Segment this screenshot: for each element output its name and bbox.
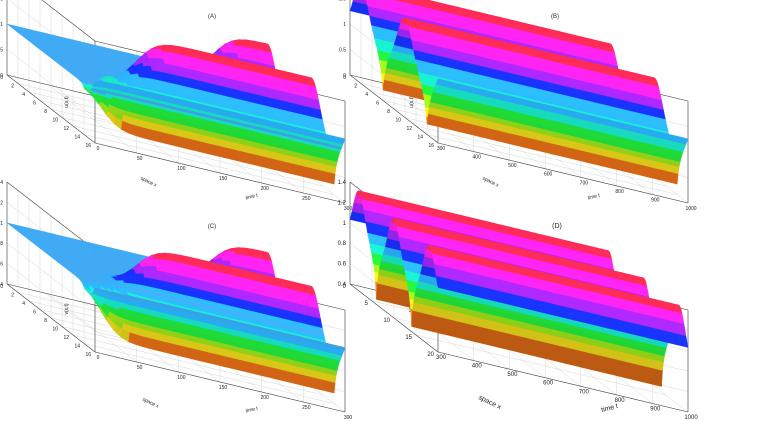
surface-patch: [253, 153, 262, 167]
surface-patch: [238, 150, 248, 164]
panel-a-zlabel: u(x,t): [64, 96, 70, 108]
panel-a-surface: [6, 23, 346, 185]
surface-patch: [260, 155, 270, 169]
surface-patch: [282, 161, 292, 174]
surface-patch: [216, 145, 226, 158]
surface-patch: [275, 159, 285, 172]
panel-a: (A) u(x,t) time t space x 00.511.5205010…: [0, 0, 352, 212]
x-tick-label: 100: [177, 166, 186, 172]
surface-patch: [150, 129, 160, 142]
surface-patch: [201, 141, 211, 155]
surface-patch: [186, 138, 196, 151]
y-tick-label: 12: [63, 126, 69, 132]
surface-patch: [221, 52, 231, 58]
surface-patch: [136, 69, 146, 75]
x-tick-label: 250: [302, 196, 311, 202]
surface-patch: [326, 171, 336, 185]
surface-patch: [223, 146, 233, 160]
y-tick-label: 0: [0, 75, 3, 81]
surface-patch: [289, 162, 299, 176]
y-tick-label: 16: [85, 143, 91, 149]
y-tick-label: 14: [74, 135, 80, 141]
y-tick-label: 8: [44, 109, 47, 115]
surface-patch: [412, 86, 422, 100]
surface-patch: [179, 136, 189, 150]
surface-patch: [227, 45, 237, 50]
x-tick-label: 200: [260, 186, 269, 192]
x-tick-label: 150: [219, 176, 228, 182]
surface-patch: [142, 127, 152, 141]
panel-a-xlabel: time t: [245, 192, 259, 201]
surface-patch: [397, 82, 407, 96]
panel-a-title: (A): [208, 14, 216, 20]
surface-patch: [390, 81, 400, 94]
surface-patch: [231, 148, 240, 162]
surface-patch: [304, 166, 314, 180]
surface-patch: [208, 143, 218, 157]
surface-patch: [157, 131, 167, 144]
panel-b-zlabel: u(x,t): [409, 96, 415, 108]
panel-b-title: (B): [551, 14, 559, 20]
surface-patch: [245, 152, 255, 165]
surface-patch: [194, 139, 204, 153]
surface-patch: [172, 134, 182, 148]
y-tick-label: 4: [22, 92, 25, 98]
y-tick-label: 10: [52, 118, 58, 124]
surface-patch: [311, 168, 321, 181]
x-tick-label: 300: [344, 206, 353, 212]
z-tick-label: 1: [0, 22, 3, 28]
y-tick-label: 6: [33, 101, 36, 107]
surface-patch: [164, 132, 174, 146]
surface-patch: [382, 79, 392, 93]
y-tick-label: 2: [11, 84, 14, 90]
x-tick-label: 0: [97, 146, 100, 152]
surface-patch: [141, 61, 151, 67]
surface-patch: [405, 84, 414, 98]
surface-patch: [267, 157, 277, 171]
z-tick-label: 1.5: [0, 0, 3, 3]
x-tick-label: 50: [137, 156, 143, 162]
surface-patch: [93, 81, 103, 85]
surface-patch: [319, 169, 329, 183]
z-tick-label: 0.5: [0, 48, 3, 54]
surface-patch: [297, 164, 307, 178]
